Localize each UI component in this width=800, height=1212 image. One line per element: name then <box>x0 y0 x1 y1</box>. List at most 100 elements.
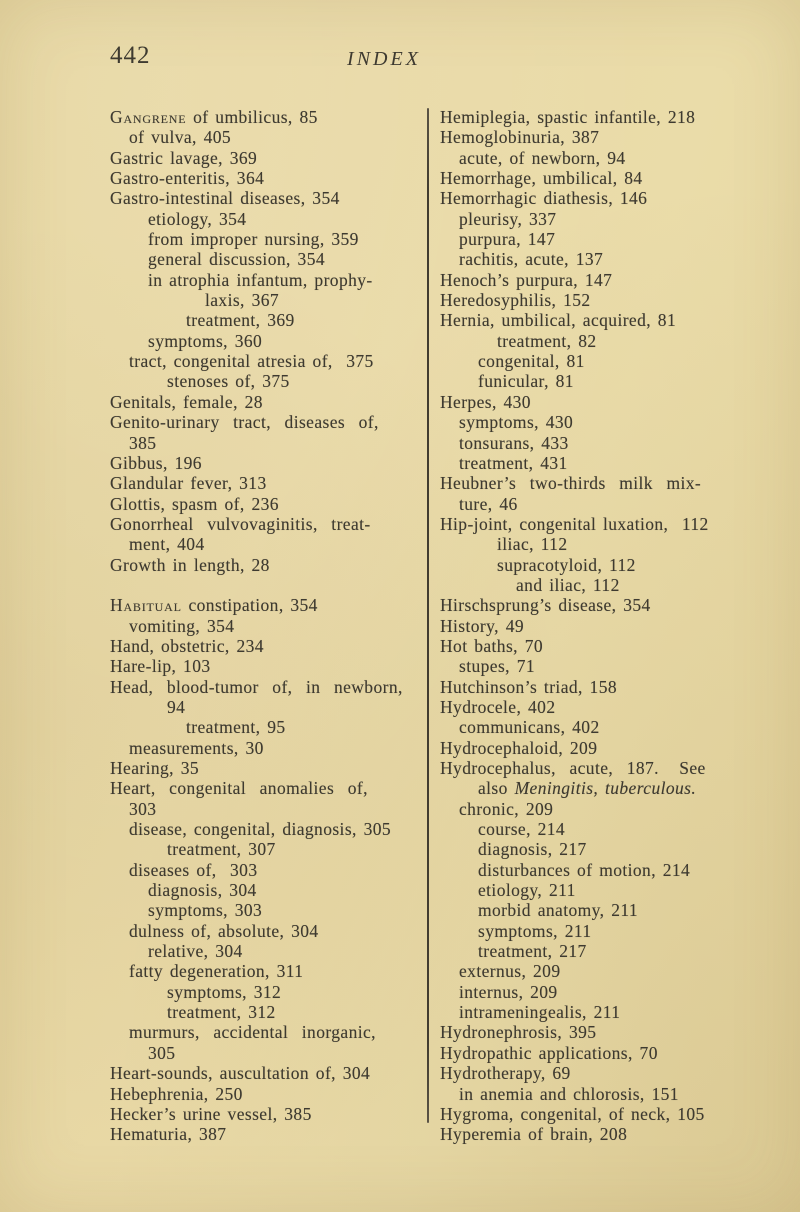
index-entry-text: of umbilicus, 85 <box>186 107 318 127</box>
index-entry-text: symptoms, 360 <box>148 330 263 351</box>
index-entry-text: symptoms, 303 <box>148 900 263 921</box>
index-line: 94 <box>110 697 425 717</box>
index-entry-text: Gastro-intestinal diseases, 354 <box>110 188 340 209</box>
index-entry-text: ture, 46 <box>459 493 518 514</box>
index-entry-text: Herpes, 430 <box>440 391 531 412</box>
index-line: communicans, 402 <box>440 717 790 737</box>
index-entry-text: Gastric lavage, 369 <box>110 147 258 168</box>
index-entry-text: symptoms, 430 <box>459 412 574 433</box>
index-left-column: Gangrene of umbilicus, 85 of vulva, 405 Ga… <box>110 107 425 1145</box>
index-entry-text: Hydropathic applications, 70 <box>440 1042 658 1063</box>
index-entry-text: general discussion, 354 <box>148 249 325 270</box>
index-line: Hirschsprung’s disease, 354 <box>440 595 790 615</box>
index-entry-text: Glandular fever, 313 <box>110 473 267 494</box>
index-entry-text: disease, congenital, diagnosis, 305 <box>129 819 392 840</box>
index-line: Hearing, 35 <box>110 758 425 778</box>
index-line: Gastro-intestinal diseases, 354 <box>110 188 425 208</box>
index-line: 385 <box>110 433 425 453</box>
index-line: Hare-lip, 103 <box>110 656 425 676</box>
index-line: Hemiplegia, spastic infantile, 218 <box>440 107 790 127</box>
index-entry-text: morbid anatomy, 211 <box>478 900 638 921</box>
index-line: 303 <box>110 799 425 819</box>
index-entry-text: Heubner’s two-thirds milk mix- <box>440 473 702 494</box>
index-line: History, 49 <box>440 616 790 636</box>
index-entry-text: treatment, 217 <box>478 941 587 962</box>
index-line: Genito-urinary tract, diseases of, <box>110 412 425 432</box>
index-entry-text: Henoch’s purpura, 147 <box>440 269 613 290</box>
index-entry-text: in anemia and chlorosis, 151 <box>459 1083 679 1104</box>
index-entry-text: murmurs, accidental inorganic, <box>129 1022 376 1043</box>
index-right-column: Hemiplegia, spastic infantile, 218 Hemogl… <box>440 107 790 1145</box>
index-line: ture, 46 <box>440 494 790 514</box>
index-entry-text: Hearing, 35 <box>110 758 200 778</box>
index-entry-text: Hydrotherapy, 69 <box>440 1063 571 1084</box>
index-line: purpura, 147 <box>440 229 790 249</box>
index-line: course, 214 <box>440 819 790 839</box>
index-line: symptoms, 303 <box>110 900 425 920</box>
index-entry-text: treatment, 431 <box>459 452 568 473</box>
index-line: Gibbus, 196 <box>110 453 425 473</box>
index-entry-text: tonsurans, 433 <box>459 432 569 453</box>
index-line: intrameningealis, 211 <box>440 1002 790 1022</box>
index-line: stupes, 71 <box>440 656 790 676</box>
index-line: treatment, 431 <box>440 453 790 473</box>
index-entry-text: History, 49 <box>440 615 525 636</box>
index-entry-text: Heredosyphilis, 152 <box>440 290 591 311</box>
index-line: symptoms, 430 <box>440 412 790 432</box>
index-line: treatment, 217 <box>440 941 790 961</box>
index-line: Gonorrheal vulvovaginitis, treat- <box>110 514 425 534</box>
index-line: Hydrocephalus, acute, 187. See <box>440 758 790 778</box>
index-line: of vulva, 405 <box>110 127 425 147</box>
index-line: fatty degeneration, 311 <box>110 961 425 981</box>
index-line: in atrophia infantum, prophy- <box>110 270 425 290</box>
index-entry-text: Head, blood-tumor of, in newborn, <box>110 676 403 697</box>
index-entry-text: measurements, 30 <box>129 737 264 758</box>
index-line: tract, congenital atresia of, 375 <box>110 351 425 371</box>
index-line: also Meningitis, tuberculous. <box>440 778 790 798</box>
index-entry-text: rachitis, acute, 137 <box>459 249 604 270</box>
index-entry-text: supracotyloid, 112 <box>497 554 636 575</box>
index-entry-text: Hare-lip, 103 <box>110 656 211 677</box>
index-entry-text: acute, of newborn, 94 <box>459 147 626 168</box>
index-entry-text: Genitals, female, 28 <box>110 391 263 412</box>
index-entry-text: Hot baths, 70 <box>440 635 544 656</box>
index-line: measurements, 30 <box>110 738 425 758</box>
index-entry-text: Heart, congenital anomalies of, <box>110 778 368 799</box>
index-line: acute, of newborn, 94 <box>440 148 790 168</box>
index-line: etiology, 354 <box>110 209 425 229</box>
index-entry-text: Hutchinson’s triad, 158 <box>440 676 618 697</box>
index-entry-text: Hand, obstetric, 234 <box>110 635 264 656</box>
index-line: congenital, 81 <box>440 351 790 371</box>
index-line: internus, 209 <box>440 982 790 1002</box>
index-line: Gastro-enteritis, 364 <box>110 168 425 188</box>
index-entry-text: treatment, 369 <box>186 310 295 331</box>
index-entry-text: externus, 209 <box>459 961 561 982</box>
index-line: tonsurans, 433 <box>440 433 790 453</box>
index-line: pleurisy, 337 <box>440 209 790 229</box>
index-line: murmurs, accidental inorganic, <box>110 1022 425 1042</box>
index-entry-text: from improper nursing, 359 <box>148 229 359 250</box>
index-entry-text: symptoms, 211 <box>478 920 592 941</box>
index-line: diseases of, 303 <box>110 860 425 880</box>
index-line: supracotyloid, 112 <box>440 555 790 575</box>
index-entry-text: stenoses of, 375 <box>167 371 290 392</box>
index-line: rachitis, acute, 137 <box>440 249 790 269</box>
index-entry-text: treatment, 95 <box>186 717 286 738</box>
index-entry-text: treatment, 307 <box>167 839 276 860</box>
index-line: stenoses of, 375 <box>110 371 425 391</box>
index-entry-text: Hemiplegia, spastic infantile, 218 <box>440 107 696 127</box>
index-entry-text: congenital, 81 <box>478 351 585 372</box>
index-entry-text: Gastro-enteritis, 364 <box>110 168 265 189</box>
index-entry-text: iliac, 112 <box>497 534 568 555</box>
index-entry-text: relative, 304 <box>148 941 243 962</box>
index-line-blank <box>110 575 425 595</box>
index-line: and iliac, 112 <box>440 575 790 595</box>
index-entry-text: Gibbus, 196 <box>110 452 202 473</box>
index-line: Hydrocephaloid, 209 <box>440 738 790 758</box>
index-line: Hecker’s urine vessel, 385 <box>110 1104 425 1124</box>
index-line: in anemia and chlorosis, 151 <box>440 1084 790 1104</box>
index-entry-text: Hemorrhage, umbilical, 84 <box>440 168 643 189</box>
index-entry-text: Hydrocele, 402 <box>440 696 556 717</box>
index-entry-text: Hirschsprung’s disease, 354 <box>440 595 651 616</box>
cross-reference-text: Meningitis, tuberculous. <box>514 778 697 799</box>
